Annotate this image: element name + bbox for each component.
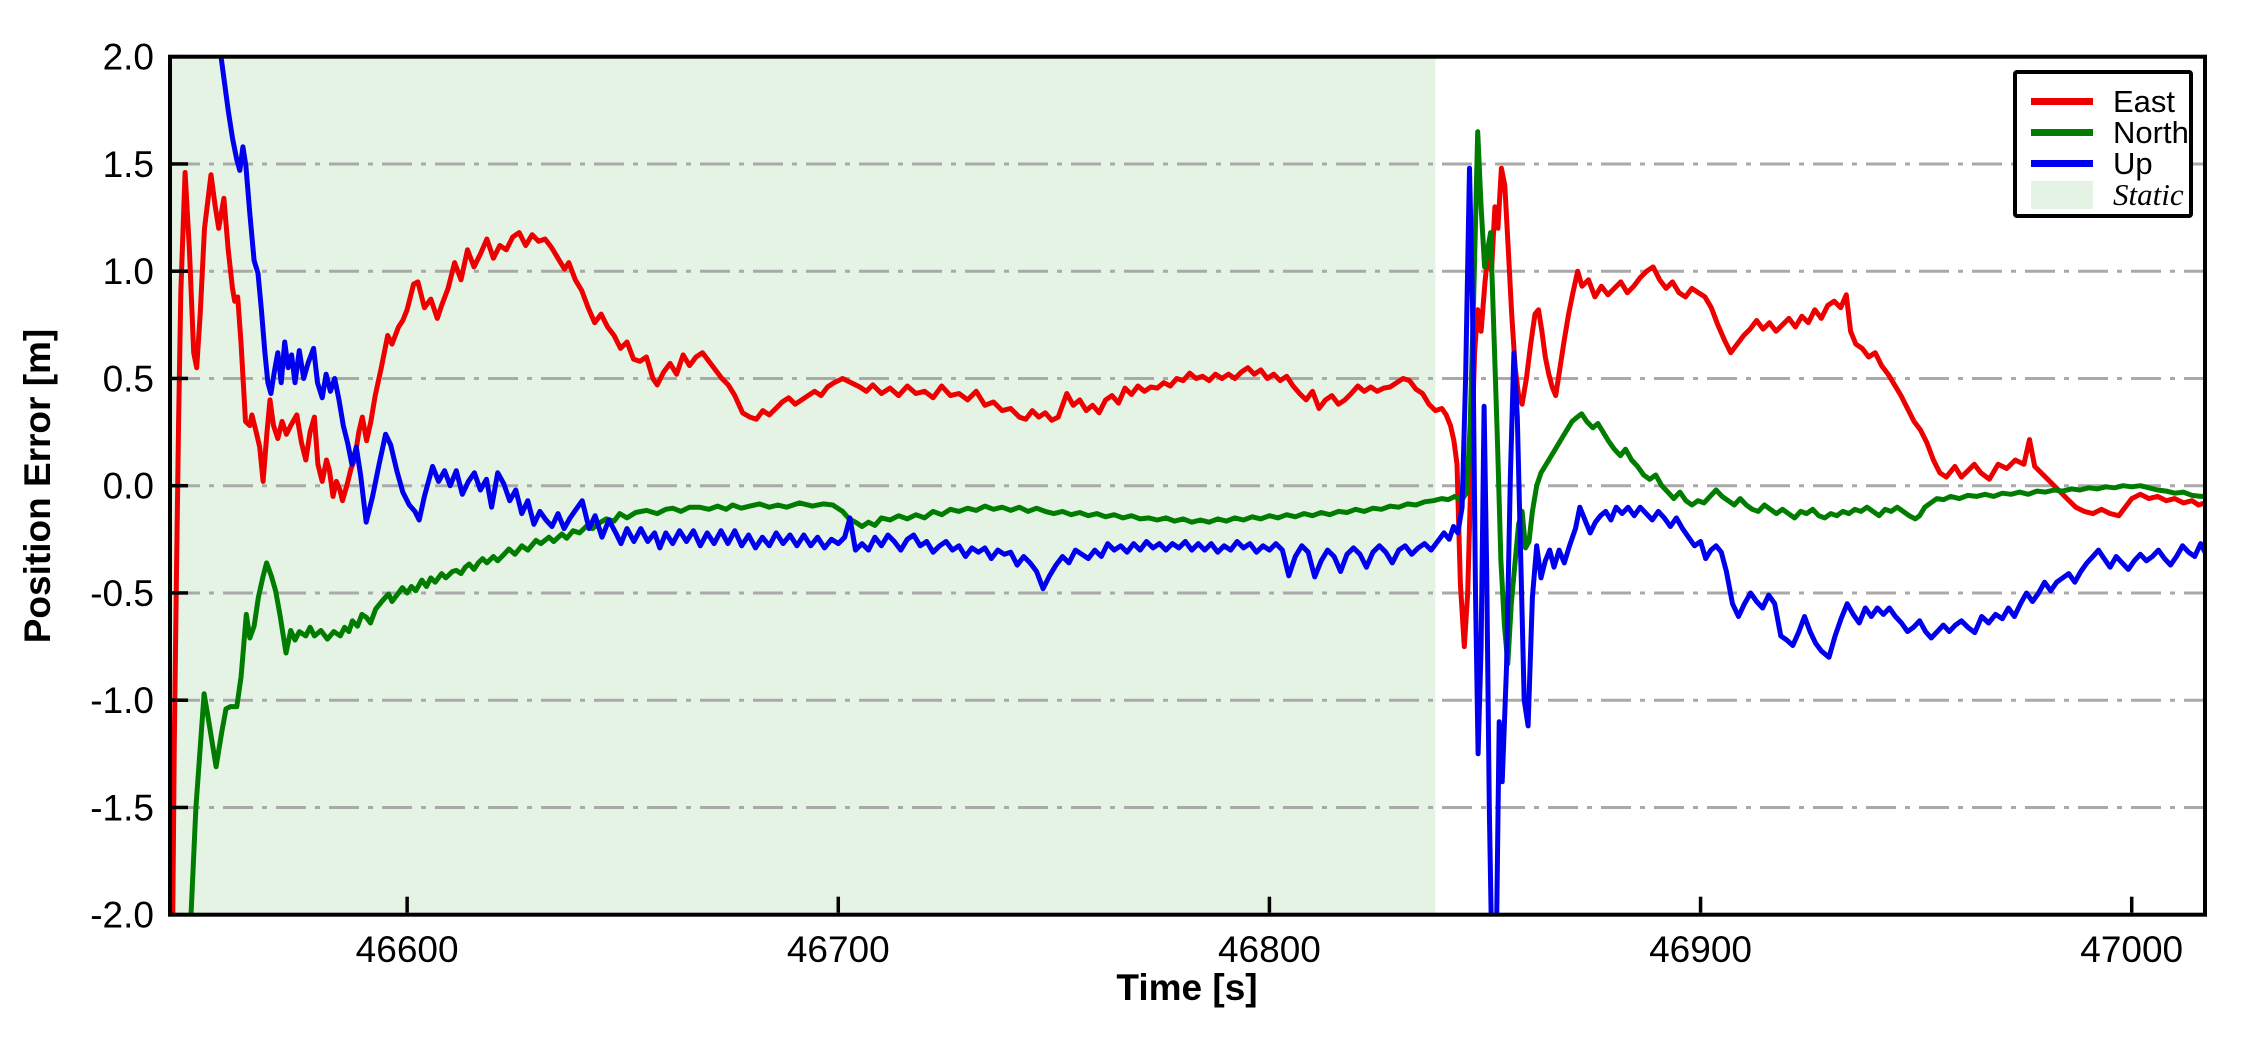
y-tick-label: 0.0	[103, 466, 154, 507]
series-line-east	[170, 165, 2205, 915]
x-tick-label: 46600	[356, 929, 459, 970]
series-layer	[170, 56, 2205, 915]
legend-label-up: Up	[2113, 146, 2153, 181]
x-tick-label: 46900	[1649, 929, 1752, 970]
plot-area	[168, 54, 2207, 917]
x-axis-label: Time [s]	[1116, 967, 1258, 1008]
y-tick-label: -0.5	[90, 573, 154, 614]
y-axis-label: Position Error [m]	[17, 328, 58, 644]
up-line-swatch	[2031, 160, 2093, 167]
x-tick-label: 46800	[1218, 929, 1321, 970]
legend-entry-north: North	[2031, 117, 2189, 148]
legend-entry-up: Up	[2031, 148, 2175, 179]
y-tick-label: 1.0	[103, 251, 154, 292]
legend: East North Up Static	[2013, 70, 2193, 218]
legend-label-north: North	[2113, 115, 2189, 150]
y-tick-label: -1.0	[90, 680, 154, 721]
static-patch-swatch	[2031, 180, 2093, 209]
legend-label-static: Static	[2113, 177, 2184, 212]
y-tick-label: 1.5	[103, 144, 154, 185]
y-tick-label: -1.5	[90, 787, 154, 828]
series-line-up	[218, 56, 2205, 915]
static-region-shading	[170, 56, 1436, 915]
tick-labels-layer: 2.0 1.5 1.0 0.5 0.0 -0.5 -1.0 -1.5 -2.0 46600 4670…	[90, 37, 2183, 970]
x-tick-label: 47000	[2080, 929, 2183, 970]
static-region-layer	[170, 56, 1436, 915]
legend-label-east: East	[2113, 84, 2176, 119]
ticks-layer	[172, 54, 2134, 917]
series-line-north	[188, 129, 2205, 915]
east-line-swatch	[2031, 98, 2093, 105]
y-tick-label: 0.5	[103, 358, 154, 399]
x-tick-label: 46700	[787, 929, 890, 970]
north-line-swatch	[2031, 129, 2093, 136]
y-tick-label: -2.0	[90, 895, 154, 936]
legend-entry-static: Static	[2031, 179, 2184, 210]
legend-entry-east: East	[2031, 86, 2175, 117]
y-tick-label: 2.0	[103, 37, 154, 78]
